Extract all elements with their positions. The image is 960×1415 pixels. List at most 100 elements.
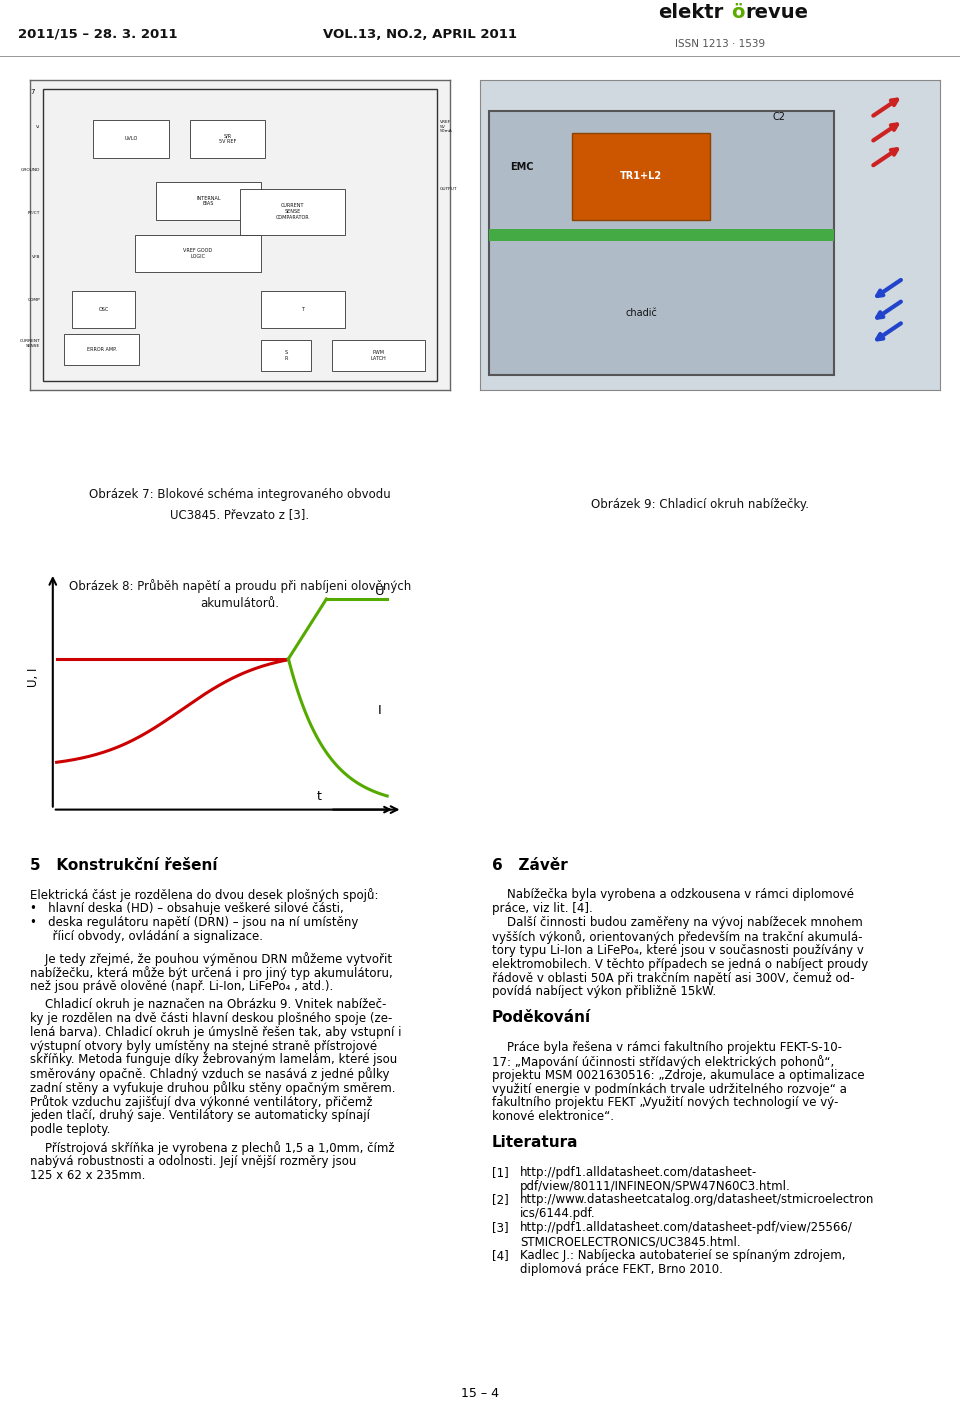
Text: Obrázek 9: Chladicí okruh nabížečky.: Obrázek 9: Chladicí okruh nabížečky. <box>591 498 809 511</box>
Text: U, I: U, I <box>27 668 40 686</box>
Text: projektu MSM 0021630516: „Zdroje, akumulace a optimalizace: projektu MSM 0021630516: „Zdroje, akumul… <box>492 1068 865 1081</box>
Text: http://www.datasheetcatalog.org/datasheet/stmicroelectron: http://www.datasheetcatalog.org/datashee… <box>520 1193 875 1207</box>
Text: řádově v oblasti 50A při trakčním napětí asi 300V, čemuž od-: řádově v oblasti 50A při trakčním napětí… <box>492 972 854 985</box>
Text: UVLO: UVLO <box>124 136 137 142</box>
Bar <box>261 341 311 371</box>
Text: Práce byla řešena v rámci fakultního projektu FEKT-S-10-: Práce byla řešena v rámci fakultního pro… <box>492 1041 842 1054</box>
Bar <box>490 229 834 241</box>
Bar <box>63 334 139 365</box>
Text: T: T <box>301 307 304 311</box>
Text: ERROR AMP.: ERROR AMP. <box>86 347 116 352</box>
Text: C2: C2 <box>773 112 785 122</box>
Bar <box>156 183 261 219</box>
Text: Literatura: Literatura <box>492 1135 579 1150</box>
Text: Kadlec J.: Nabíjecka autobaterieí se spínaným zdrojem,: Kadlec J.: Nabíjecka autobaterieí se spí… <box>520 1249 846 1262</box>
Bar <box>189 120 265 157</box>
Text: výstupní otvory byly umístěny na stejné straně přístrojové: výstupní otvory byly umístěny na stejné … <box>30 1040 377 1053</box>
Bar <box>332 341 425 371</box>
Text: VREF
5V
50mA: VREF 5V 50mA <box>440 120 452 133</box>
Text: [1]: [1] <box>492 1166 509 1179</box>
Text: Elektrická část je rozdělena do dvou desek plošných spojů:: Elektrická část je rozdělena do dvou des… <box>30 889 378 903</box>
Text: TR1+L2: TR1+L2 <box>620 171 662 181</box>
Text: t: t <box>317 790 322 804</box>
Text: S/R
5V REF: S/R 5V REF <box>219 133 236 144</box>
Text: skříňky. Metoda funguje díky žebrovaným lamelám, které jsou: skříňky. Metoda funguje díky žebrovaným … <box>30 1053 397 1067</box>
Text: PWM
LATCH: PWM LATCH <box>371 351 387 361</box>
Text: •   deska regulátoru napětí (DRN) – jsou na ní umístěny: • deska regulátoru napětí (DRN) – jsou n… <box>30 916 358 930</box>
Text: Je tedy zřejmé, že pouhou výměnou DRN můžeme vytvořit: Je tedy zřejmé, že pouhou výměnou DRN mů… <box>30 952 392 966</box>
Text: [2]: [2] <box>492 1193 509 1207</box>
Text: podle teploty.: podle teploty. <box>30 1122 110 1136</box>
Text: ky je rozdělen na dvě části hlavní deskou plošného spoje (ze-: ky je rozdělen na dvě části hlavní desko… <box>30 1012 393 1024</box>
Text: ics/6144.pdf.: ics/6144.pdf. <box>520 1207 595 1220</box>
Bar <box>572 133 710 219</box>
Bar <box>72 291 135 328</box>
Text: GROUND: GROUND <box>21 168 40 171</box>
Text: Poděkování: Poděkování <box>492 1010 591 1026</box>
Bar <box>93 120 169 157</box>
Text: VI: VI <box>36 125 40 129</box>
Text: elektr: elektr <box>658 3 723 21</box>
Text: STMICROELECTRONICS/UC3845.html.: STMICROELECTRONICS/UC3845.html. <box>520 1235 740 1248</box>
Text: CURRENT
SENSE: CURRENT SENSE <box>20 340 40 348</box>
Text: ISSN 1213 · 1539: ISSN 1213 · 1539 <box>675 40 765 50</box>
Bar <box>240 188 345 235</box>
Text: 5   Konstrukční řešení: 5 Konstrukční řešení <box>30 857 218 873</box>
Text: Obrázek 7: Blokové schéma integrovaného obvodu: Obrázek 7: Blokové schéma integrovaného … <box>89 488 391 501</box>
Text: 17: „Mapování účinnosti střídavých elektrických pohonů“,: 17: „Mapování účinnosti střídavých elekt… <box>492 1054 834 1068</box>
Text: chadič: chadič <box>625 307 657 317</box>
Text: S
R: S R <box>284 351 288 361</box>
Text: I: I <box>377 705 381 717</box>
Text: [4]: [4] <box>492 1249 509 1262</box>
Text: VFB: VFB <box>32 255 40 259</box>
Text: Průtok vzduchu zajišťují dva výkonné ventilátory, přičemž: Průtok vzduchu zajišťují dva výkonné ven… <box>30 1095 372 1109</box>
Text: zadní stěny a vyfukuje druhou půlku stěny opačným směrem.: zadní stěny a vyfukuje druhou půlku stěn… <box>30 1081 396 1095</box>
Text: 2011/15 – 28. 3. 2011: 2011/15 – 28. 3. 2011 <box>18 28 178 41</box>
Text: jeden tlačí, druhý saje. Ventilátory se automaticky spínají: jeden tlačí, druhý saje. Ventilátory se … <box>30 1109 370 1122</box>
Text: říicí obvody, ovládání a signalizace.: říicí obvody, ovládání a signalizace. <box>30 930 263 942</box>
Text: VOL.13, NO.2, APRIL 2011: VOL.13, NO.2, APRIL 2011 <box>323 28 517 41</box>
Text: Chladicí okruh je naznačen na Obrázku 9. Vnitek nabížeč-: Chladicí okruh je naznačen na Obrázku 9.… <box>30 998 386 1010</box>
Text: revue: revue <box>745 3 808 21</box>
Text: využití energie v podmínkách trvale udržitelného rozvoje“ a: využití energie v podmínkách trvale udrž… <box>492 1082 847 1095</box>
Bar <box>490 110 834 375</box>
Text: UC3845. Převzato z [3].: UC3845. Převzato z [3]. <box>171 508 309 521</box>
Bar <box>261 291 345 328</box>
Text: OSC: OSC <box>98 307 108 311</box>
Text: Přístrojová skříňka je vyrobena z plechů 1,5 a 1,0mm, čímž: Přístrojová skříňka je vyrobena z plechů… <box>30 1140 395 1155</box>
Text: 15 – 4: 15 – 4 <box>461 1387 499 1401</box>
Text: směrovány opačně. Chladný vzduch se nasává z jedné půlky: směrovány opačně. Chladný vzduch se nasá… <box>30 1067 390 1081</box>
Text: CURRENT
SENSE
COMPARATOR: CURRENT SENSE COMPARATOR <box>276 204 309 221</box>
Text: povídá nabíject výkon přibližně 15kW.: povídá nabíject výkon přibližně 15kW. <box>492 985 716 999</box>
Text: nabížečku, která může být určená i pro jiný typ akumulátoru,: nabížečku, která může být určená i pro j… <box>30 966 393 981</box>
Text: ö: ö <box>731 3 745 21</box>
Text: akumulátorů.: akumulátorů. <box>201 597 279 610</box>
Text: 7: 7 <box>30 89 35 95</box>
Text: COMP: COMP <box>28 299 40 301</box>
Text: diplomová práce FEKT, Brno 2010.: diplomová práce FEKT, Brno 2010. <box>520 1262 723 1276</box>
Text: elektromobilech. V těchto případech se jedná o nabíject proudy: elektromobilech. V těchto případech se j… <box>492 958 868 971</box>
Text: Obrázek 8: Průběh napětí a proudu při nabíjeni olověných: Obrázek 8: Průběh napětí a proudu při na… <box>69 580 411 593</box>
Text: vyšších výkonů, orientovaných především na trakční akumulá-: vyšších výkonů, orientovaných především … <box>492 930 862 944</box>
Text: http://pdf1.alldatasheet.com/datasheet-: http://pdf1.alldatasheet.com/datasheet- <box>520 1166 757 1179</box>
Text: fakultního projektu FEKT „Využití nových technologií ve vý-: fakultního projektu FEKT „Využití nových… <box>492 1097 838 1109</box>
Text: 125 x 62 x 235mm.: 125 x 62 x 235mm. <box>30 1169 145 1182</box>
Text: •   hlavní deska (HD) – obsahuje veškeré silové části,: • hlavní deska (HD) – obsahuje veškeré s… <box>30 903 344 916</box>
Text: tory typu Li-Ion a LiFePo₄, které jsou v současnosti používány v: tory typu Li-Ion a LiFePo₄, které jsou v… <box>492 944 864 957</box>
Bar <box>135 235 261 272</box>
Text: INTERNAL
BIAS: INTERNAL BIAS <box>196 195 221 207</box>
Text: pdf/view/80111/INFINEON/SPW47N60C3.html.: pdf/view/80111/INFINEON/SPW47N60C3.html. <box>520 1180 791 1193</box>
Text: Další činnosti budou zaměřeny na vývoj nabížecek mnohem: Další činnosti budou zaměřeny na vývoj n… <box>492 916 863 930</box>
Text: U: U <box>374 584 384 597</box>
Text: než jsou právě olověné (např. Li-Ion, LiFePo₄ , atd.).: než jsou právě olověné (např. Li-Ion, Li… <box>30 981 333 993</box>
Text: [3]: [3] <box>492 1221 509 1234</box>
Text: nabývá robustnosti a odolnosti. Její vnější rozměry jsou: nabývá robustnosti a odolnosti. Její vně… <box>30 1155 356 1167</box>
Text: 6   Závěr: 6 Závěr <box>492 857 567 873</box>
Text: Nabížečka byla vyrobena a odzkousena v rámci diplomové: Nabížečka byla vyrobena a odzkousena v r… <box>492 889 854 901</box>
Text: lená barva). Chladicí okruh je úmyslně řešen tak, aby vstupní i: lená barva). Chladicí okruh je úmyslně ř… <box>30 1026 401 1039</box>
Text: OUTPUT: OUTPUT <box>440 187 457 191</box>
Text: EMC: EMC <box>510 161 533 171</box>
Text: VREF GOOD
LOGIC: VREF GOOD LOGIC <box>183 248 212 259</box>
Text: RT/CT: RT/CT <box>28 211 40 215</box>
Text: http://pdf1.alldatasheet.com/datasheet-pdf/view/25566/: http://pdf1.alldatasheet.com/datasheet-p… <box>520 1221 852 1234</box>
